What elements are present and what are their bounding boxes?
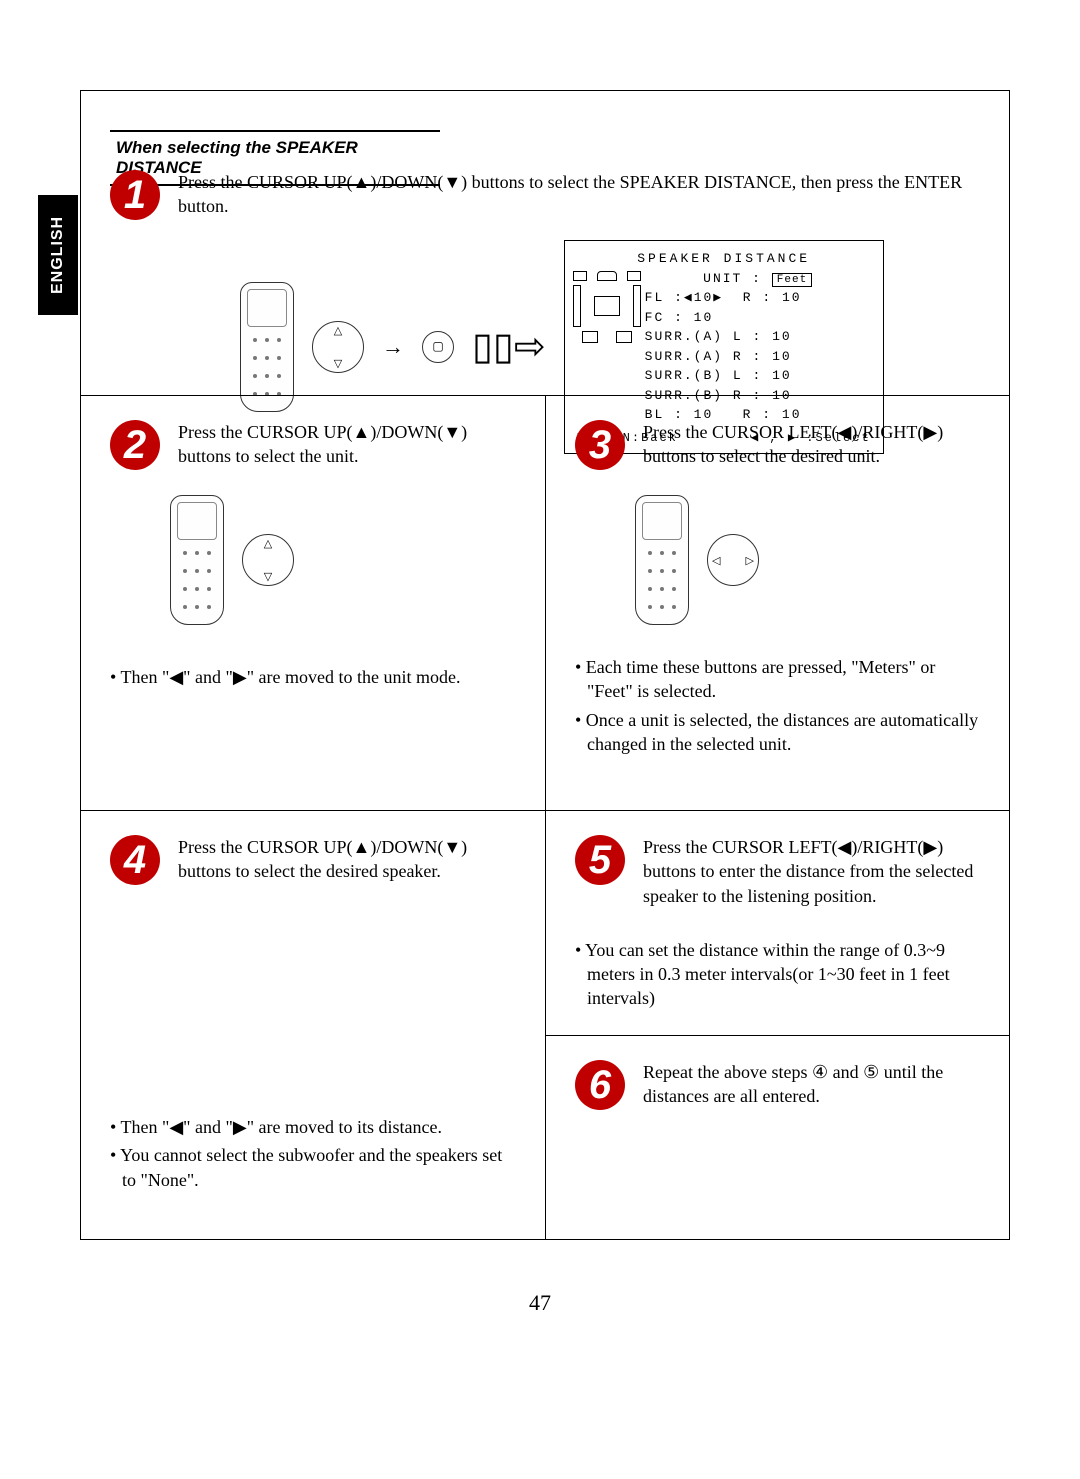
step-number-2: 2 bbox=[110, 420, 160, 470]
right-icon: ▶ bbox=[233, 1117, 247, 1137]
t: • Then " bbox=[110, 667, 169, 687]
left-icon: ◀ bbox=[169, 1117, 183, 1137]
step-2-note: • Then "◀" and "▶" are moved to the unit… bbox=[110, 665, 520, 689]
step-4: 4 Press the CURSOR UP(▲)/DOWN(▼) buttons… bbox=[80, 810, 545, 1240]
result-arrow-icon: ▯▯⇨ bbox=[472, 324, 546, 369]
step-6: 6 Repeat the above steps ④ and ⑤ until t… bbox=[545, 1035, 1010, 1235]
up-icon: ▲ bbox=[353, 837, 371, 857]
t: " are moved to its distance. bbox=[247, 1117, 442, 1137]
step-3-note-1: • Each time these buttons are pressed, "… bbox=[575, 655, 985, 704]
step-5: 5 Press the CURSOR LEFT(◀)/RIGHT(▶) butt… bbox=[545, 810, 1010, 1035]
cursor-updown-icon bbox=[242, 534, 294, 586]
step-3-diagram bbox=[635, 495, 985, 625]
step-4-text: Press the CURSOR UP(▲)/DOWN(▼) buttons t… bbox=[160, 835, 520, 884]
step-number-1: 1 bbox=[110, 170, 160, 220]
remote-icon bbox=[240, 282, 294, 412]
step-3-text: Press the CURSOR LEFT(◀)/RIGHT(▶) button… bbox=[625, 420, 985, 469]
down-icon: ▼ bbox=[443, 422, 461, 442]
step-number-5: 5 bbox=[575, 835, 625, 885]
t: " are moved to the unit mode. bbox=[247, 667, 461, 687]
osd-line: FC : 10 bbox=[645, 308, 871, 328]
right-icon: ▶ bbox=[923, 837, 937, 857]
step-number-6: 6 bbox=[575, 1060, 625, 1110]
step-3-note-2: • Once a unit is selected, the distances… bbox=[575, 708, 985, 757]
down-icon: ▼ bbox=[443, 837, 461, 857]
step-number-3: 3 bbox=[575, 420, 625, 470]
osd-line: FL :◀10▶ R : 10 bbox=[645, 288, 871, 308]
step-2-diagram bbox=[170, 495, 520, 625]
t: " and " bbox=[183, 1117, 233, 1137]
t: Press the CURSOR UP( bbox=[178, 172, 353, 192]
step-2: 2 Press the CURSOR UP(▲)/DOWN(▼) buttons… bbox=[80, 395, 545, 810]
step-4-note-1: • Then "◀" and "▶" are moved to its dist… bbox=[110, 1115, 520, 1139]
t: )/RIGHT( bbox=[851, 422, 923, 442]
page-number: 47 bbox=[0, 1290, 1080, 1316]
step-5-note-1: • You can set the distance within the ra… bbox=[575, 938, 985, 1011]
language-tab: ENGLISH bbox=[38, 195, 78, 315]
t: " and " bbox=[183, 667, 233, 687]
step-3: 3 Press the CURSOR LEFT(◀)/RIGHT(▶) butt… bbox=[545, 395, 1010, 810]
step-1-text: Press the CURSOR UP(▲)/DOWN(▼) buttons t… bbox=[160, 170, 1000, 219]
t: )/RIGHT( bbox=[851, 837, 923, 857]
t: Press the CURSOR UP( bbox=[178, 422, 353, 442]
enter-button-icon: ▢ bbox=[422, 331, 454, 363]
arrow-right-icon: → bbox=[382, 334, 404, 360]
left-icon: ◀ bbox=[838, 837, 852, 857]
t: Press the CURSOR LEFT( bbox=[643, 422, 838, 442]
cursor-leftright-icon bbox=[707, 534, 759, 586]
step-4-note-2: • You cannot select the subwoofer and th… bbox=[110, 1143, 520, 1192]
right-icon: ▶ bbox=[923, 422, 937, 442]
t: )/DOWN( bbox=[370, 172, 443, 192]
osd-line: SURR.(A) R : 10 bbox=[645, 347, 871, 367]
up-icon: ▲ bbox=[353, 172, 371, 192]
t: )/DOWN( bbox=[370, 422, 443, 442]
remote-icon bbox=[170, 495, 224, 625]
lower-grid: 2 Press the CURSOR UP(▲)/DOWN(▼) buttons… bbox=[80, 395, 1010, 1240]
down-icon: ▼ bbox=[443, 172, 461, 192]
step-5-text: Press the CURSOR LEFT(◀)/RIGHT(▶) button… bbox=[625, 835, 985, 908]
osd-line: SURR.(B) L : 10 bbox=[645, 366, 871, 386]
osd-unit-value: Feet bbox=[772, 273, 812, 287]
cursor-updown-icon bbox=[312, 321, 364, 373]
t: • Then " bbox=[110, 1117, 169, 1137]
t: Press the CURSOR UP( bbox=[178, 837, 353, 857]
remote-icon bbox=[635, 495, 689, 625]
left-icon: ◀ bbox=[838, 422, 852, 442]
osd-speaker-layout-icon bbox=[573, 271, 641, 356]
step-6-text: Repeat the above steps ④ and ⑤ until the… bbox=[625, 1060, 985, 1109]
left-icon: ◀ bbox=[169, 667, 183, 687]
step-number-4: 4 bbox=[110, 835, 160, 885]
up-icon: ▲ bbox=[353, 422, 371, 442]
t: Press the CURSOR LEFT( bbox=[643, 837, 838, 857]
step-2-text: Press the CURSOR UP(▲)/DOWN(▼) buttons t… bbox=[160, 420, 520, 469]
osd-title: SPEAKER DISTANCE bbox=[577, 249, 871, 269]
t: UNIT : bbox=[703, 271, 762, 286]
t: )/DOWN( bbox=[370, 837, 443, 857]
osd-line: SURR.(A) L : 10 bbox=[645, 327, 871, 347]
right-icon: ▶ bbox=[233, 667, 247, 687]
